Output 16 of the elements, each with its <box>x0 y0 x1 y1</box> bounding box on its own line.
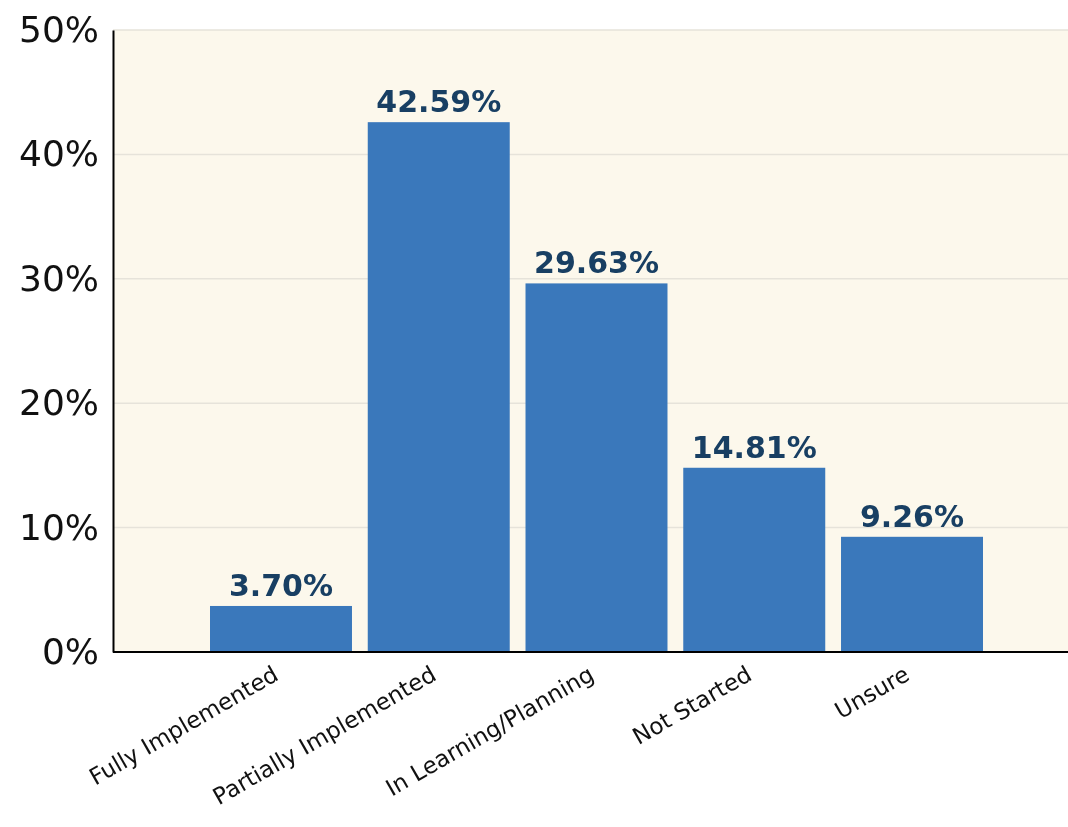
bar <box>841 536 983 652</box>
bar <box>210 605 352 652</box>
data-label: 14.81% <box>691 429 817 465</box>
data-label: 29.63% <box>534 245 659 281</box>
bar <box>683 467 826 652</box>
data-label: 9.26% <box>859 498 965 534</box>
bar <box>367 122 510 652</box>
data-label: 42.59% <box>376 84 502 120</box>
y-tick-label: 10% <box>18 506 99 548</box>
bar <box>525 283 668 652</box>
y-tick-label: 0% <box>41 631 99 673</box>
y-tick-label: 20% <box>18 382 99 424</box>
data-label: 3.70% <box>228 567 334 603</box>
y-tick-label: 40% <box>18 133 99 175</box>
y-tick-label: 50% <box>18 9 99 51</box>
y-tick-label: 30% <box>18 257 99 299</box>
